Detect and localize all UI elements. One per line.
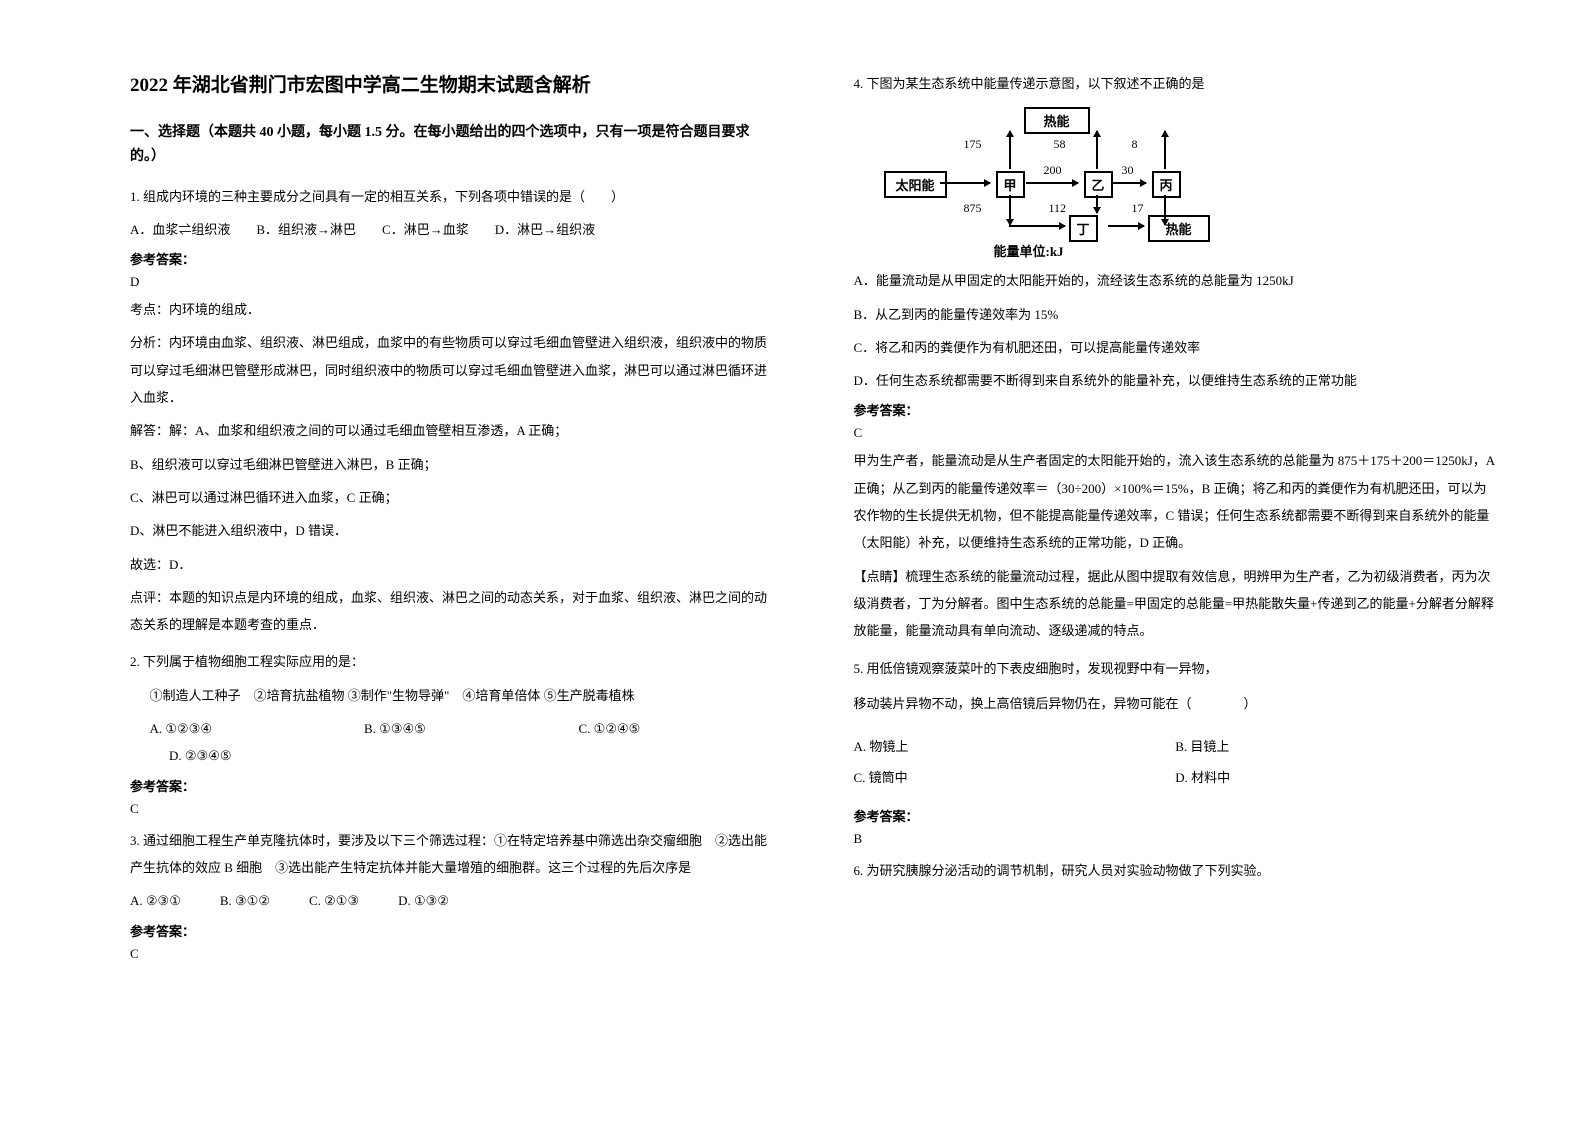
question-4: 4. 下图为某生态系统中能量传递示意图，以下叙述不正确的是 热能 太阳能 甲 乙… bbox=[854, 70, 1498, 645]
arrow-yi-heat bbox=[1096, 131, 1098, 169]
q1-exp1: 考点：内环境的组成． bbox=[130, 296, 774, 323]
q3-answer: C bbox=[130, 946, 774, 962]
q2-stem: 2. 下列属于植物细胞工程实际应用的是： bbox=[130, 648, 774, 675]
q1-answer-label: 参考答案： bbox=[130, 249, 774, 268]
q4-exp1: 甲为生产者，能量流动是从生产者固定的太阳能开始的，流入该生态系统的总能量为 87… bbox=[854, 447, 1498, 556]
diagram-v8: 8 bbox=[1132, 137, 1138, 152]
q1-exp4: B、组织液可以穿过毛细淋巴管壁进入淋巴，B 正确； bbox=[130, 451, 774, 478]
q4-optD: D．任何生态系统都需要不断得到来自系统外的能量补充，以便维持生态系统的正常功能 bbox=[854, 367, 1498, 394]
q1-exp3: 解答：解：A、血浆和组织液之间的可以通过毛细血管壁相互渗透，A 正确； bbox=[130, 417, 774, 444]
arrow-bing-ding bbox=[1164, 195, 1166, 225]
q1-stem: 1. 组成内环境的三种主要成分之间具有一定的相互关系，下列各项中错误的是（ ） bbox=[130, 183, 774, 210]
diagram-jia: 甲 bbox=[996, 171, 1025, 198]
q1-exp6: D、淋巴不能进入组织液中，D 错误． bbox=[130, 517, 774, 544]
arrow-yi-bing bbox=[1112, 182, 1146, 184]
arrow-jia-ding bbox=[1009, 195, 1011, 225]
q2-optD: D. ②③④⑤ bbox=[130, 742, 774, 769]
arrow-bing-heat bbox=[1164, 131, 1166, 169]
q3-stem: 3. 通过细胞工程生产单克隆抗体时，要涉及以下三个筛选过程：①在特定培养基中筛选… bbox=[130, 827, 774, 882]
q4-optB: B．从乙到丙的能量传递效率为 15% bbox=[854, 301, 1498, 328]
left-column: 2022 年湖北省荆门市宏图中学高二生物期末试题含解析 一、选择题（本题共 40… bbox=[100, 70, 814, 1082]
q6-stem: 6. 为研究胰腺分泌活动的调节机制，研究人员对实验动物做了下列实验。 bbox=[854, 857, 1498, 884]
q1-exp7: 故选：D． bbox=[130, 551, 774, 578]
question-3: 3. 通过细胞工程生产单克隆抗体时，要涉及以下三个筛选过程：①在特定培养基中筛选… bbox=[130, 827, 774, 962]
diagram-heat-bottom: 热能 bbox=[1148, 215, 1210, 242]
right-column: 4. 下图为某生态系统中能量传递示意图，以下叙述不正确的是 热能 太阳能 甲 乙… bbox=[814, 70, 1528, 1082]
diagram-v30: 30 bbox=[1122, 163, 1134, 178]
q2-optA: A. ①②③④ bbox=[130, 715, 345, 742]
q2-line1: ①制造人工种子 ②培育抗盐植物 ③制作"生物导弹" ④培育单倍体 ⑤生产脱毒植株 bbox=[130, 682, 774, 709]
diagram-v112: 112 bbox=[1049, 201, 1067, 216]
question-5: 5. 用低倍镜观察菠菜叶的下表皮细胞时，发现视野中有一异物， 移动装片异物不动，… bbox=[854, 655, 1498, 847]
diagram-v875: 875 bbox=[964, 201, 982, 216]
arrow-jia-ding-h bbox=[1009, 225, 1065, 227]
q5-optB: B. 目镜上 bbox=[1175, 731, 1497, 762]
q2-optC: C. ①②④⑤ bbox=[559, 715, 774, 742]
energy-flow-diagram: 热能 太阳能 甲 乙 丙 丁 热能 175 58 8 200 30 875 11… bbox=[884, 107, 1224, 257]
arrow-jia-yi bbox=[1026, 182, 1078, 184]
question-6: 6. 为研究胰腺分泌活动的调节机制，研究人员对实验动物做了下列实验。 bbox=[854, 857, 1498, 884]
q1-answer: D bbox=[130, 274, 774, 290]
diagram-heat-top: 热能 bbox=[1024, 107, 1090, 134]
q1-exp2: 分析：内环境由血浆、组织液、淋巴组成，血浆中的有些物质可以穿过毛细血管壁进入组织… bbox=[130, 329, 774, 411]
arrow-sun-jia bbox=[940, 182, 990, 184]
q5-opts-row1: A. 物镜上 B. 目镜上 bbox=[854, 731, 1498, 762]
q1-exp8: 点评：本题的知识点是内环境的组成，血浆、组织液、淋巴之间的动态关系，对于血浆、组… bbox=[130, 584, 774, 639]
q2-answer: C bbox=[130, 801, 774, 817]
question-2: 2. 下列属于植物细胞工程实际应用的是： ①制造人工种子 ②培育抗盐植物 ③制作… bbox=[130, 648, 774, 816]
q5-optD: D. 材料中 bbox=[1175, 762, 1497, 793]
arrow-yi-ding bbox=[1096, 195, 1098, 213]
diagram-v175: 175 bbox=[964, 137, 982, 152]
q5-line2: 移动装片异物不动，换上高倍镜后异物仍在，异物可能在（ ） bbox=[854, 690, 1498, 717]
diagram-v200: 200 bbox=[1044, 163, 1062, 178]
q4-stem: 4. 下图为某生态系统中能量传递示意图，以下叙述不正确的是 bbox=[854, 70, 1498, 97]
diagram-unit: 能量单位:kJ bbox=[994, 241, 1064, 260]
q1-exp5: C、淋巴可以通过淋巴循环进入血浆，C 正确； bbox=[130, 484, 774, 511]
arrow-ding-heat bbox=[1108, 225, 1144, 227]
q4-exp2: 【点睛】梳理生态系统的能量流动过程，据此从图中提取有效信息，明辨甲为生产者，乙为… bbox=[854, 563, 1498, 645]
q3-options: A. ②③① B. ③①② C. ②①③ D. ①③② bbox=[130, 887, 774, 914]
q2-options-row1: A. ①②③④ B. ①③④⑤ C. ①②④⑤ bbox=[130, 715, 774, 742]
q1-options: A．血浆⇌组织液 B．组织液→淋巴 C．淋巴→血浆 D．淋巴→组织液 bbox=[130, 216, 774, 243]
diagram-yi: 乙 bbox=[1084, 171, 1113, 198]
diagram-ding: 丁 bbox=[1069, 215, 1098, 242]
q2-optB: B. ①③④⑤ bbox=[345, 715, 560, 742]
arrow-jia-heat bbox=[1009, 131, 1011, 169]
q4-optA: A．能量流动是从甲固定的太阳能开始的，流经该生态系统的总能量为 1250kJ bbox=[854, 267, 1498, 294]
diagram-v17: 17 bbox=[1132, 201, 1144, 216]
q5-optC: C. 镜筒中 bbox=[854, 762, 1176, 793]
question-1: 1. 组成内环境的三种主要成分之间具有一定的相互关系，下列各项中错误的是（ ） … bbox=[130, 183, 774, 639]
q5-answer: B bbox=[854, 831, 1498, 847]
q4-optC: C．将乙和丙的粪便作为有机肥还田，可以提高能量传递效率 bbox=[854, 334, 1498, 361]
q5-opts-row2: C. 镜筒中 D. 材料中 bbox=[854, 762, 1498, 793]
diagram-sun: 太阳能 bbox=[884, 171, 947, 198]
q5-answer-label: 参考答案： bbox=[854, 806, 1498, 825]
q2-answer-label: 参考答案： bbox=[130, 776, 774, 795]
q5-optA: A. 物镜上 bbox=[854, 731, 1176, 762]
q4-answer: C bbox=[854, 425, 1498, 441]
q3-answer-label: 参考答案： bbox=[130, 921, 774, 940]
section-header-1: 一、选择题（本题共 40 小题，每小题 1.5 分。在每小题给出的四个选项中，只… bbox=[130, 121, 774, 169]
page-title: 2022 年湖北省荆门市宏图中学高二生物期末试题含解析 bbox=[130, 70, 774, 97]
diagram-bing: 丙 bbox=[1152, 171, 1181, 198]
diagram-v58: 58 bbox=[1054, 137, 1066, 152]
q4-answer-label: 参考答案： bbox=[854, 400, 1498, 419]
q5-stem: 5. 用低倍镜观察菠菜叶的下表皮细胞时，发现视野中有一异物， bbox=[854, 655, 1498, 682]
